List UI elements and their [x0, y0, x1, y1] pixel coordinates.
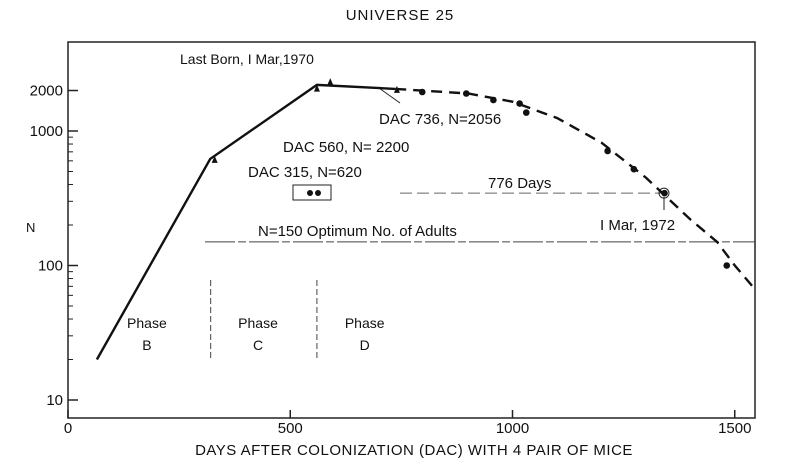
phase-label: Phase [345, 315, 385, 331]
y-tick-label: 1000 [30, 123, 63, 140]
phase-label: Phase [238, 315, 278, 331]
census-marker [313, 84, 320, 92]
annotation-optimum: N=150 Optimum No. of Adults [258, 223, 457, 240]
y-tick-label: 10 [46, 392, 63, 409]
data-point [661, 189, 668, 197]
dac736-pointer [378, 87, 401, 104]
x-tick-label: 1500 [718, 420, 751, 437]
annotation-776-days: 776 Days [488, 175, 551, 192]
census-marker [393, 85, 400, 93]
data-point [418, 88, 426, 96]
phase-label: Phase [127, 315, 167, 331]
x-tick-label: 0 [64, 420, 72, 437]
dac315-dot [307, 190, 313, 196]
y-tick-label: 2000 [30, 83, 63, 100]
mar1972-circle [658, 187, 670, 199]
annotation-1-mar-1972: I Mar, 1972 [600, 217, 675, 234]
y-tick-label: 100 [38, 258, 63, 275]
dashed-series-line [395, 87, 754, 288]
x-tick-label: 1000 [496, 420, 529, 437]
data-point [604, 147, 611, 155]
y-axis-label: N [26, 220, 35, 235]
dac315-box [292, 184, 332, 201]
data-point [516, 100, 523, 107]
x-tick-label: 500 [278, 420, 303, 437]
annotation-dac736: DAC 736, N=2056 [379, 111, 501, 128]
census-marker [211, 155, 218, 163]
solid-series-line [95, 83, 396, 361]
data-point [522, 109, 530, 116]
dac315-dot [315, 190, 321, 196]
data-point [723, 262, 731, 269]
data-point [462, 90, 470, 97]
data-point [630, 165, 638, 173]
x-axis-label: DAYS AFTER COLONIZATION (DAC) WITH 4 PAI… [195, 442, 633, 459]
annotation-last-born: Last Born, I Mar,1970 [180, 51, 314, 67]
annotation-dac560: DAC 560, N= 2200 [283, 139, 409, 156]
annotation-dac315: DAC 315, N=620 [248, 164, 362, 181]
data-point [490, 96, 497, 104]
phase-letter: B [142, 337, 151, 353]
phase-letter: D [360, 337, 370, 353]
plot-frame [67, 41, 756, 419]
census-marker [327, 78, 334, 86]
phase-letter: C [253, 337, 263, 353]
chart-title: UNIVERSE 25 [346, 7, 455, 24]
